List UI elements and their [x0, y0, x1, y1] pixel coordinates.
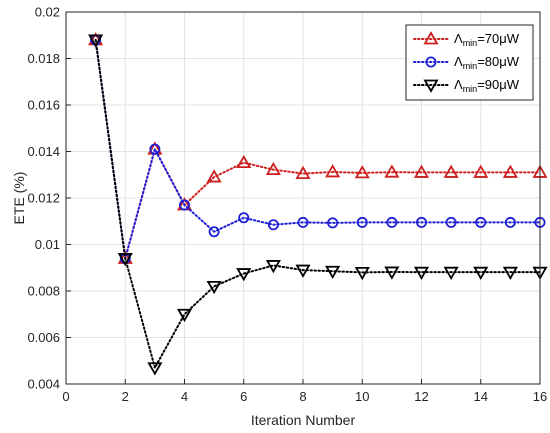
y-axis-label: ETE (%)	[11, 172, 27, 225]
legend-label-main: Λ	[454, 54, 463, 69]
x-tick-label: 14	[474, 389, 488, 404]
legend-marker	[423, 79, 439, 93]
data-point	[297, 216, 309, 228]
legend-label-sub: min	[463, 61, 478, 71]
data-point	[384, 266, 400, 280]
legend-label-main: Λ	[454, 77, 463, 92]
y-tick-label: 0.016	[27, 98, 60, 113]
data-point	[325, 164, 341, 178]
legend-label-sub: min	[463, 38, 478, 48]
data-point	[295, 165, 311, 179]
data-point	[208, 226, 220, 238]
legend-marker	[423, 31, 439, 45]
x-tick-label: 12	[414, 389, 428, 404]
legend-label: Λmin=70μW	[454, 31, 520, 48]
x-tick-label: 2	[122, 389, 129, 404]
x-tick-label: 8	[299, 389, 306, 404]
data-point	[265, 161, 281, 176]
data-point	[117, 253, 133, 267]
data-point	[265, 260, 281, 274]
data-point	[504, 216, 516, 228]
legend-item: Λmin=90μW	[413, 77, 520, 94]
legend-label-rest: =80μW	[477, 54, 520, 69]
x-tick-label: 16	[533, 389, 547, 404]
y-tick-label: 0.02	[35, 5, 60, 20]
x-axis: 0 2 4 6 8 10 12 14 16	[62, 379, 547, 404]
x-tick-label: 6	[240, 389, 247, 404]
legend-item: Λmin=70μW	[413, 31, 520, 48]
data-point	[475, 216, 487, 228]
data-point	[386, 216, 398, 228]
y-tick-label: 0.004	[27, 377, 60, 392]
data-point	[502, 164, 518, 178]
data-point	[384, 164, 400, 178]
data-point	[236, 154, 252, 169]
y-tick-label: 0.014	[27, 144, 60, 159]
data-point	[354, 266, 370, 281]
data-point	[147, 362, 163, 376]
data-point	[325, 265, 341, 280]
series-layer	[88, 32, 548, 376]
data-point	[149, 143, 161, 155]
data-point	[413, 266, 430, 280]
data-point	[176, 308, 193, 323]
data-point	[236, 268, 252, 282]
legend-label-sub: min	[463, 84, 478, 94]
legend-label: Λmin=80μW	[454, 54, 520, 71]
y-tick-label: 0.01	[35, 237, 60, 252]
data-point	[88, 34, 104, 48]
data-point	[502, 266, 518, 280]
legend-label-rest: =70μW	[477, 31, 520, 46]
data-point	[415, 216, 427, 228]
y-axis: 0.004 0.006 0.008 0.01 0.012 0.014 0.016 0.018 0…	[27, 5, 71, 392]
data-point	[295, 264, 311, 278]
series-line	[94, 38, 541, 371]
data-point	[473, 164, 489, 178]
legend-label: Λmin=90μW	[454, 77, 520, 94]
y-tick-label: 0.012	[27, 191, 60, 206]
x-tick-label: 10	[355, 389, 369, 404]
x-tick-label: 0	[62, 389, 69, 404]
data-point	[206, 169, 222, 183]
legend-item: Λmin=80μW	[413, 54, 520, 71]
y-tick-label: 0.008	[27, 284, 60, 299]
data-point	[445, 216, 457, 228]
x-axis-label: Iteration Number	[251, 412, 356, 428]
data-point	[413, 164, 430, 178]
legend-marker	[425, 56, 437, 68]
data-point	[327, 217, 339, 229]
y-tick-label: 0.018	[27, 51, 60, 66]
data-point	[238, 212, 250, 224]
legend-label-main: Λ	[454, 31, 463, 46]
data-point	[267, 219, 279, 231]
data-point	[473, 266, 489, 280]
data-point	[443, 266, 459, 280]
data-point	[178, 199, 190, 211]
data-point	[206, 280, 222, 295]
data-point	[443, 164, 459, 178]
legend-label-rest: =90μW	[477, 77, 520, 92]
data-point	[354, 165, 370, 179]
data-point	[356, 216, 368, 228]
series-line	[94, 38, 541, 259]
y-tick-label: 0.006	[27, 330, 60, 345]
x-tick-label: 4	[181, 389, 188, 404]
